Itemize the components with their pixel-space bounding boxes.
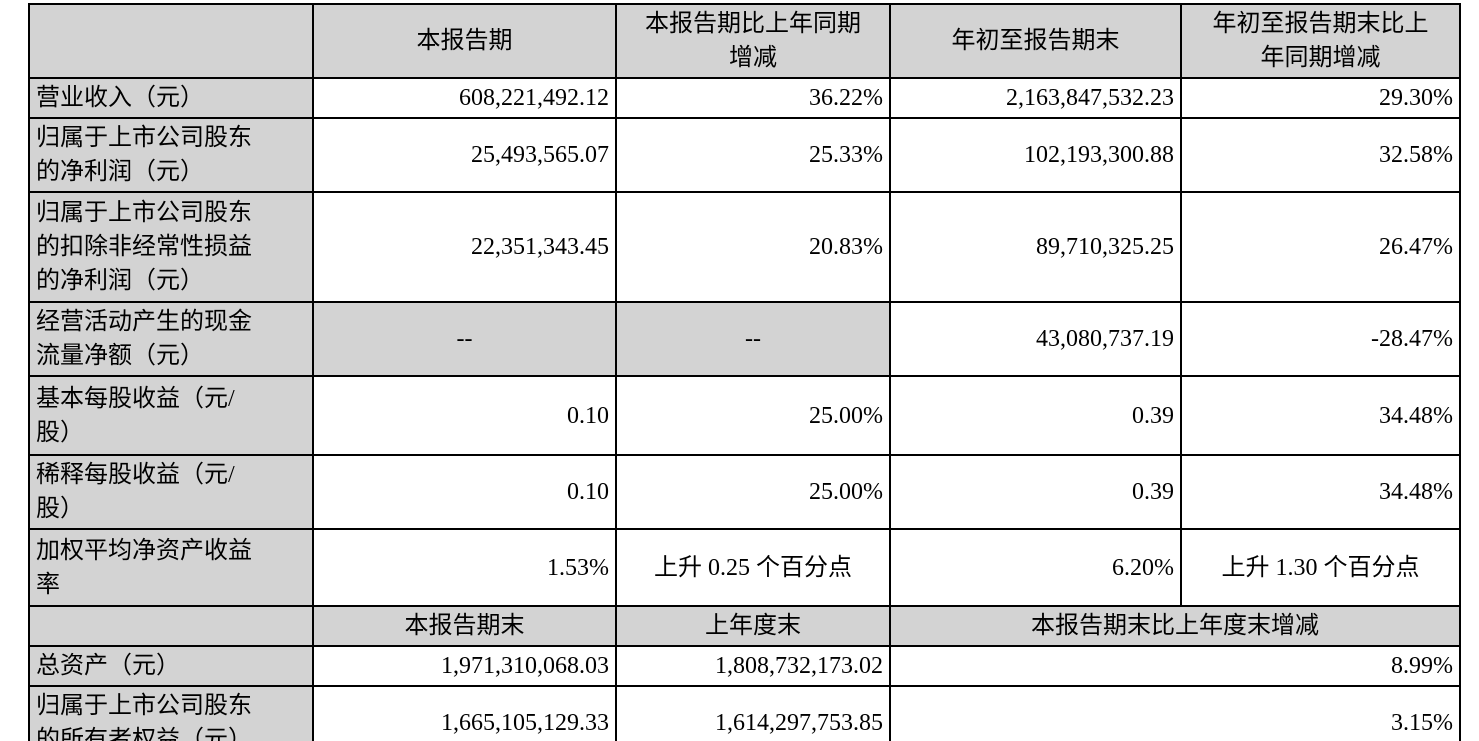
row-basic-eps: 基本每股收益（元/ 股） 0.10 25.00% 0.39 34.48% bbox=[28, 375, 1461, 456]
value-cell: 25.00% bbox=[615, 454, 891, 530]
value-cell: 1,808,732,173.02 bbox=[615, 645, 891, 687]
value-cell: 1.53% bbox=[312, 528, 617, 607]
col-header-change-vs-prior-year-end: 本报告期末比上年度末增减 bbox=[889, 605, 1461, 647]
value-cell: 0.10 bbox=[312, 375, 617, 456]
value-cell: 26.47% bbox=[1180, 191, 1461, 303]
value-cell: 1,665,105,129.33 bbox=[312, 685, 617, 741]
value-cell: 6.20% bbox=[889, 528, 1182, 607]
col-header-current-period: 本报告期 bbox=[312, 3, 617, 79]
row-operating-revenue: 营业收入（元） 608,221,492.12 36.22% 2,163,847,532… bbox=[28, 77, 1461, 119]
row-weighted-average-roe: 加权平均净资产收益 率 1.53% 上升 0.25 个百分点 6.20% 上升 1.30… bbox=[28, 528, 1461, 607]
value-cell: 29.30% bbox=[1180, 77, 1461, 119]
value-cell: 25.00% bbox=[615, 375, 891, 456]
value-cell: 25,493,565.07 bbox=[312, 117, 617, 193]
row-label-operating-cash-flow: 经营活动产生的现金 流量净额（元） bbox=[28, 301, 314, 377]
value-cell: 25.33% bbox=[615, 117, 891, 193]
value-cell: 22,351,343.45 bbox=[312, 191, 617, 303]
value-cell: 上升 0.25 个百分点 bbox=[615, 528, 891, 607]
value-cell: 8.99% bbox=[889, 645, 1461, 687]
row-equity-attributable: 归属于上市公司股东 的所有者权益（元） 1,665,105,129.33 1,614… bbox=[28, 685, 1461, 741]
col-header-year-to-date: 年初至报告期末 bbox=[889, 3, 1182, 79]
value-cell-empty: -- bbox=[615, 301, 891, 377]
value-cell: 2,163,847,532.23 bbox=[889, 77, 1182, 119]
value-cell: 0.10 bbox=[312, 454, 617, 530]
value-cell: 36.22% bbox=[615, 77, 891, 119]
value-cell: 34.48% bbox=[1180, 454, 1461, 530]
row-label-net-profit-excl-nonrecurring: 归属于上市公司股东 的扣除非经常性损益 的净利润（元） bbox=[28, 191, 314, 303]
row-net-profit-attributable: 归属于上市公司股东 的净利润（元） 25,493,565.07 25.33% 102,… bbox=[28, 117, 1461, 193]
corner-cell bbox=[28, 3, 314, 79]
value-cell-empty: -- bbox=[312, 301, 617, 377]
row-total-assets: 总资产（元） 1,971,310,068.03 1,808,732,173.02 8.… bbox=[28, 645, 1461, 687]
value-cell: 1,971,310,068.03 bbox=[312, 645, 617, 687]
row-label-net-profit: 归属于上市公司股东 的净利润（元） bbox=[28, 117, 314, 193]
row-label-operating-revenue: 营业收入（元） bbox=[28, 77, 314, 119]
col-header-current-period-yoy-change: 本报告期比上年同期 增减 bbox=[615, 3, 891, 79]
row-net-profit-excl-nonrecurring: 归属于上市公司股东 的扣除非经常性损益 的净利润（元） 22,351,343.45… bbox=[28, 191, 1461, 303]
value-cell: 608,221,492.12 bbox=[312, 77, 617, 119]
header-row: 本报告期 本报告期比上年同期 增减 年初至报告期末 年初至报告期末比上 年同期增减 bbox=[28, 3, 1461, 79]
value-cell: 102,193,300.88 bbox=[889, 117, 1182, 193]
value-cell: 0.39 bbox=[889, 454, 1182, 530]
value-cell: 1,614,297,753.85 bbox=[615, 685, 891, 741]
row-label-basic-eps: 基本每股收益（元/ 股） bbox=[28, 375, 314, 456]
value-cell: 34.48% bbox=[1180, 375, 1461, 456]
col-header-end-of-period: 本报告期末 bbox=[312, 605, 617, 647]
value-cell: 89,710,325.25 bbox=[889, 191, 1182, 303]
value-cell: 上升 1.30 个百分点 bbox=[1180, 528, 1461, 607]
row-operating-cash-flow: 经营活动产生的现金 流量净额（元） -- -- 43,080,737.19 -28.47… bbox=[28, 301, 1461, 377]
row-label-weighted-average-roe: 加权平均净资产收益 率 bbox=[28, 528, 314, 607]
corner-cell bbox=[28, 605, 314, 647]
second-header-row: 本报告期末 上年度末 本报告期末比上年度末增减 bbox=[28, 605, 1461, 647]
col-header-end-of-prior-year: 上年度末 bbox=[615, 605, 891, 647]
value-cell: 20.83% bbox=[615, 191, 891, 303]
value-cell: 3.15% bbox=[889, 685, 1461, 741]
row-diluted-eps: 稀释每股收益（元/ 股） 0.10 25.00% 0.39 34.48% bbox=[28, 454, 1461, 530]
row-label-total-assets: 总资产（元） bbox=[28, 645, 314, 687]
row-label-diluted-eps: 稀释每股收益（元/ 股） bbox=[28, 454, 314, 530]
value-cell: -28.47% bbox=[1180, 301, 1461, 377]
value-cell: 0.39 bbox=[889, 375, 1182, 456]
value-cell: 43,080,737.19 bbox=[889, 301, 1182, 377]
col-header-year-to-date-yoy-change: 年初至报告期末比上 年同期增减 bbox=[1180, 3, 1461, 79]
value-cell: 32.58% bbox=[1180, 117, 1461, 193]
row-label-equity-attributable: 归属于上市公司股东 的所有者权益（元） bbox=[28, 685, 314, 741]
financial-summary-table-body: 本报告期 本报告期比上年同期 增减 年初至报告期末 年初至报告期末比上 年同期增减 营业… bbox=[28, 3, 1461, 741]
financial-summary-table: 本报告期 本报告期比上年同期 增减 年初至报告期末 年初至报告期末比上 年同期增减 营业… bbox=[28, 3, 1461, 741]
